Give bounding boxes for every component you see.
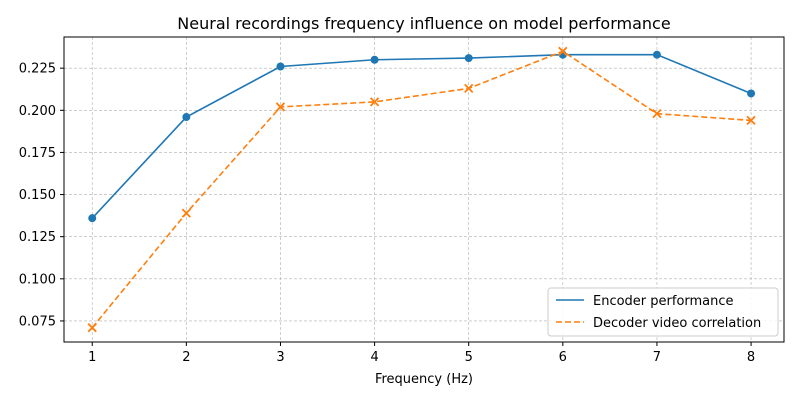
data-point-decoder <box>87 323 97 333</box>
data-point-decoder <box>652 109 662 119</box>
x-tick-label: 2 <box>182 350 190 365</box>
data-point-decoder <box>558 46 568 56</box>
data-point-decoder <box>464 83 474 94</box>
x-tick-label: 7 <box>653 350 661 365</box>
series-decoder <box>87 46 756 333</box>
series-encoder <box>88 50 756 223</box>
y-tick-label: 0.175 <box>19 146 56 161</box>
data-point-encoder <box>182 113 191 122</box>
data-point-decoder <box>275 102 286 112</box>
legend-label-decoder: Decoder video correlation <box>593 316 761 331</box>
chart-title: Neural recordings frequency influence on… <box>177 14 670 33</box>
x-tick-label: 3 <box>276 350 284 365</box>
data-point-encoder <box>276 62 285 71</box>
y-tick-label: 0.075 <box>19 314 56 329</box>
x-tick-label: 5 <box>465 350 473 365</box>
x-tick-label: 1 <box>88 350 96 365</box>
axis-ticks: 1 2 3 4 5 6 7 8 0.075 0.100 0.125 0.150 0.175 0.200 0.… <box>19 62 755 365</box>
data-point-encoder <box>747 89 756 98</box>
legend-label-encoder: Encoder performance <box>593 294 734 309</box>
plot-frame <box>63 36 785 343</box>
legend-box <box>547 287 779 337</box>
data-point-encoder <box>464 54 473 63</box>
data-point-decoder <box>746 115 756 126</box>
data-point-decoder <box>369 97 380 107</box>
x-tick-label: 4 <box>370 350 378 365</box>
series-line-encoder <box>91 53 752 219</box>
data-point-decoder <box>181 208 191 218</box>
data-point-encoder <box>652 50 661 59</box>
y-tick-label: 0.200 <box>19 104 56 119</box>
x-tick-label: 6 <box>559 350 567 365</box>
series-layer <box>87 46 756 333</box>
legend: Encoder performance Decoder video correl… <box>547 287 779 337</box>
y-tick-label: 0.100 <box>19 272 56 287</box>
x-axis-title: Frequency (Hz) <box>375 372 473 387</box>
y-tick-label: 0.150 <box>19 188 56 203</box>
data-point-encoder <box>88 214 97 223</box>
x-tick-label: 8 <box>747 350 755 365</box>
grid <box>64 37 784 342</box>
series-line-decoder <box>91 50 752 329</box>
y-tick-label: 0.125 <box>19 230 56 245</box>
y-tick-label: 0.225 <box>19 62 56 77</box>
data-point-encoder <box>370 55 379 64</box>
